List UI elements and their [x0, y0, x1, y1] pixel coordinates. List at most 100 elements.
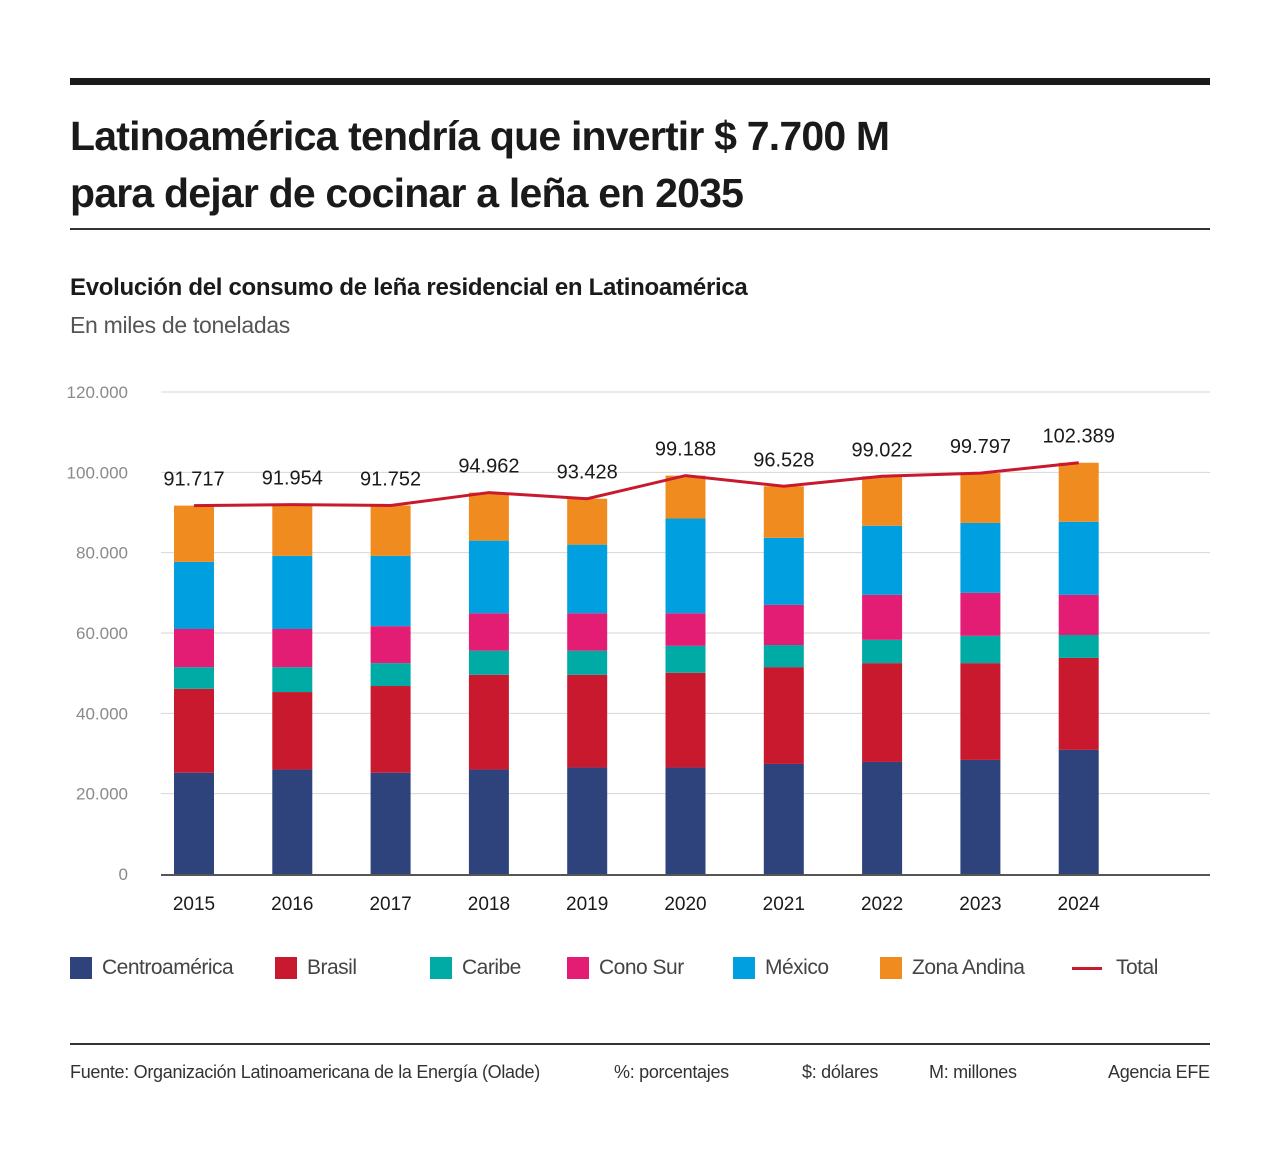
- bar-segment-zona-andina: [763, 486, 804, 538]
- legend-item-centroamerica: Centroamérica: [70, 956, 234, 980]
- bar-segment-brasil: [174, 688, 214, 773]
- bar-segment-m-xico: [1058, 521, 1099, 595]
- x-tick-label: 2019: [566, 894, 608, 915]
- legend-item-cono-sur: Cono Sur: [567, 956, 684, 980]
- bar-segment-brasil: [468, 674, 509, 770]
- bar-segment-cono-sur: [272, 628, 313, 668]
- bar-segment-m-xico: [468, 540, 509, 614]
- x-tick-label: 2018: [468, 894, 510, 915]
- headline-line-1: Latinoamérica tendría que invertir $ 7.7…: [70, 113, 890, 159]
- legend-swatch: [880, 957, 902, 979]
- bar-segment-cono-sur: [665, 613, 706, 646]
- bar-segment-brasil: [763, 667, 804, 764]
- legend-item-total: Total: [1072, 956, 1158, 980]
- legend-label: Total: [1116, 956, 1158, 979]
- legend-swatch: [567, 957, 589, 979]
- legend-label: Centroamérica: [102, 956, 234, 979]
- total-line: [193, 461, 1079, 508]
- bar-segment-m-xico: [960, 522, 1001, 593]
- bar-segment-cono-sur: [370, 626, 411, 664]
- legend-item-brasil: Brasil: [275, 956, 357, 980]
- bar-stack-2019: [567, 498, 608, 874]
- y-tick-label: 40.000: [76, 704, 128, 723]
- bar-segment-m-xico: [862, 525, 903, 595]
- bar-segment-caribe: [665, 645, 706, 673]
- total-data-labels: 91.717 91.954 91.752 94.962 93.428 99.188 96.5…: [163, 426, 1114, 491]
- bar-segment-brasil: [862, 663, 903, 762]
- dollars-note: $: dólares: [802, 1062, 879, 1082]
- bar-segment-m-xico: [272, 555, 313, 629]
- bar-segment-caribe: [272, 667, 313, 693]
- bar-segment-brasil: [665, 672, 706, 768]
- bar-segment-m-xico: [370, 555, 411, 627]
- bar-segment-centroam-rica: [1058, 749, 1099, 874]
- source-note: Fuente: Organización Latinoamericana de …: [70, 1062, 540, 1082]
- bar-segment-zona-andina: [468, 492, 509, 541]
- bar-segment-zona-andina: [1058, 462, 1099, 522]
- total-data-label: 91.717: [163, 469, 224, 491]
- bar-segment-cono-sur: [468, 613, 509, 651]
- legend: Centroamérica Brasil Caribe Cono Sur Méx…: [70, 956, 1210, 986]
- x-tick-label: 2020: [664, 894, 706, 915]
- total-data-label: 102.389: [1043, 426, 1115, 448]
- bar-segment-zona-andina: [960, 473, 1001, 523]
- total-data-label: 99.022: [852, 439, 913, 461]
- divider: [70, 228, 1210, 230]
- millions-note: M: millones: [929, 1062, 1017, 1082]
- bar-segment-zona-andina: [174, 505, 214, 562]
- bar-segment-cono-sur: [1058, 594, 1099, 636]
- bar-segment-cono-sur: [174, 628, 214, 668]
- bar-segment-zona-andina: [862, 476, 903, 526]
- bar-segment-m-xico: [665, 518, 706, 614]
- x-tick-label: 2024: [1058, 894, 1101, 915]
- x-tick-label: 2017: [369, 894, 411, 915]
- bar-stack-2024: [1058, 462, 1099, 874]
- bar-segment-centroam-rica: [862, 761, 903, 874]
- legend-label: Cono Sur: [599, 956, 684, 979]
- percent-note: %: porcentajes: [614, 1062, 729, 1082]
- bar-segment-centroam-rica: [468, 769, 509, 874]
- bar-segment-brasil: [370, 686, 411, 773]
- bar-segment-caribe: [763, 645, 804, 668]
- bar-segment-centroam-rica: [763, 763, 804, 874]
- x-tick-label: 2022: [861, 894, 903, 915]
- bar-segment-caribe: [468, 650, 509, 675]
- bars: [174, 462, 1099, 874]
- x-axis-ticks: 2015 2016 2017 2018 2019 2020 2021 2022 2023 2024: [173, 894, 1100, 915]
- bar-segment-brasil: [567, 674, 608, 768]
- legend-item-mexico: México: [733, 956, 829, 980]
- bar-segment-caribe: [1058, 635, 1099, 658]
- total-data-label: 96.528: [753, 449, 814, 471]
- bar-segment-m-xico: [174, 561, 214, 629]
- total-data-label: 91.954: [262, 468, 323, 490]
- legend-item-zona-andina: Zona Andina: [880, 956, 1025, 980]
- bar-segment-cono-sur: [567, 613, 608, 651]
- y-tick-label: 100.000: [67, 463, 128, 482]
- y-tick-label: 120.000: [67, 383, 128, 402]
- bar-segment-centroam-rica: [960, 759, 1001, 874]
- y-tick-label: 0: [119, 865, 128, 884]
- legend-swatch: [430, 957, 452, 979]
- y-axis-ticks: 0 20.000 40.000 60.000 80.000 100.000 120.000: [67, 383, 128, 884]
- y-tick-label: 80.000: [76, 544, 128, 563]
- legend-item-caribe: Caribe: [430, 956, 521, 980]
- total-data-label: 94.962: [458, 456, 519, 478]
- top-rule: [70, 78, 1210, 85]
- credit: Agencia EFE: [1108, 1062, 1210, 1082]
- total-data-label: 99.188: [655, 439, 716, 461]
- legend-label: Brasil: [307, 956, 357, 979]
- headline: Latinoamérica tendría que invertir $ 7.7…: [70, 108, 1170, 222]
- x-tick-label: 2021: [763, 894, 805, 915]
- legend-swatch: [733, 957, 755, 979]
- bar-stack-2023: [960, 473, 1001, 874]
- total-data-label: 91.752: [360, 468, 421, 490]
- x-tick-label: 2016: [271, 894, 313, 915]
- total-data-label: 99.797: [950, 436, 1011, 458]
- footer-divider: [70, 1043, 1210, 1045]
- bar-segment-cono-sur: [862, 594, 903, 640]
- legend-swatch: [70, 957, 92, 979]
- total-data-label: 93.428: [557, 462, 618, 484]
- chart-title: Evolución del consumo de leña residencia…: [70, 274, 748, 301]
- x-tick-label: 2015: [173, 894, 215, 915]
- bar-segment-centroam-rica: [174, 772, 214, 874]
